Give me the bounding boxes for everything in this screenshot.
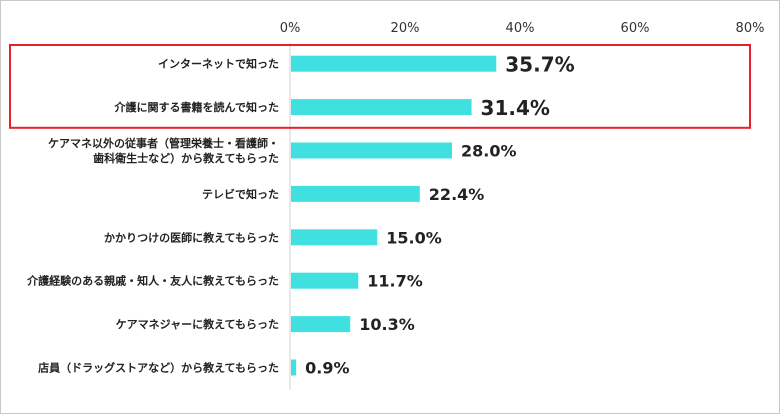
value-label: 0.9% [305,359,349,378]
bar [291,142,452,159]
category-label: 介護に関する書籍を読んで知った [114,100,279,114]
bar [291,229,378,246]
x-tick-label: 0% [280,21,301,36]
x-tick-label: 20% [391,21,420,36]
bar [291,359,297,376]
category-label: ケアマネジャーに教えてもらった [116,317,279,331]
highlight-box [9,44,751,129]
category-label: テレビで知った [202,187,279,201]
category-label: ケアマネ以外の従事者（管理栄養士・看護師・ [48,136,279,150]
value-label: 22.4% [429,185,485,204]
value-label: 15.0% [386,228,442,247]
category-label: 歯科衛生士など）から教えてもらった [93,151,279,165]
x-tick-label: 40% [506,21,535,36]
bar [291,316,351,333]
bar [291,272,359,289]
category-label: かかりつけの医師に教えてもらった [104,230,279,244]
category-label: 店員（ドラッグストアなど）から教えてもらった [38,361,279,375]
bar [291,185,420,202]
bar [291,55,497,72]
x-tick-label: 60% [621,21,650,36]
value-label: 28.0% [461,142,517,161]
category-label: インターネットで知った [158,57,279,71]
bar [291,99,472,116]
value-label: 11.7% [367,272,423,291]
category-label: 介護経験のある親戚・知人・友人に教えてもらった [26,274,279,288]
value-label: 10.3% [359,315,415,334]
value-label: 31.4% [481,96,550,120]
x-tick-label: 80% [736,21,765,36]
value-label: 35.7% [505,53,574,77]
